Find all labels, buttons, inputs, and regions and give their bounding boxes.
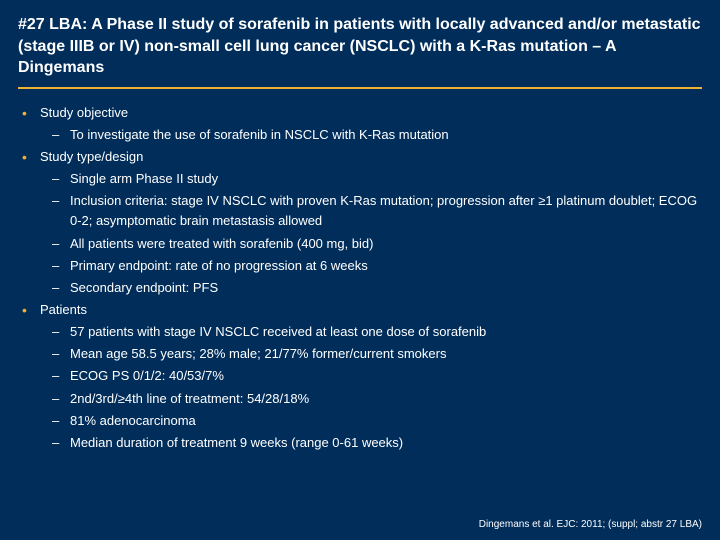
list-item: 57 patients with stage IV NSCLC received…	[40, 322, 702, 342]
slide-title: #27 LBA: A Phase II study of sorafenib i…	[18, 14, 702, 89]
list-item: All patients were treated with sorafenib…	[40, 234, 702, 254]
list-item: 81% adenocarcinoma	[40, 411, 702, 431]
section-heading: Study objective	[40, 105, 128, 120]
list-item: To investigate the use of sorafenib in N…	[40, 125, 702, 145]
list-item: Inclusion criteria: stage IV NSCLC with …	[40, 191, 702, 231]
sub-list: 57 patients with stage IV NSCLC received…	[40, 322, 702, 453]
content-list: Study objective To investigate the use o…	[18, 103, 702, 453]
list-item: ECOG PS 0/1/2: 40/53/7%	[40, 366, 702, 386]
list-item: Median duration of treatment 9 weeks (ra…	[40, 433, 702, 453]
section-heading: Patients	[40, 302, 87, 317]
list-item: Secondary endpoint: PFS	[40, 278, 702, 298]
section-heading: Study type/design	[40, 149, 143, 164]
list-item: Primary endpoint: rate of no progression…	[40, 256, 702, 276]
citation: Dingemans et al. EJC: 2011; (suppl; abst…	[479, 519, 702, 530]
sub-list: Single arm Phase II study Inclusion crit…	[40, 169, 702, 298]
sub-list: To investigate the use of sorafenib in N…	[40, 125, 702, 145]
section-patients: Patients 57 patients with stage IV NSCLC…	[18, 300, 702, 453]
section-objective: Study objective To investigate the use o…	[18, 103, 702, 145]
section-design: Study type/design Single arm Phase II st…	[18, 147, 702, 298]
list-item: 2nd/3rd/≥4th line of treatment: 54/28/18…	[40, 389, 702, 409]
list-item: Mean age 58.5 years; 28% male; 21/77% fo…	[40, 344, 702, 364]
list-item: Single arm Phase II study	[40, 169, 702, 189]
